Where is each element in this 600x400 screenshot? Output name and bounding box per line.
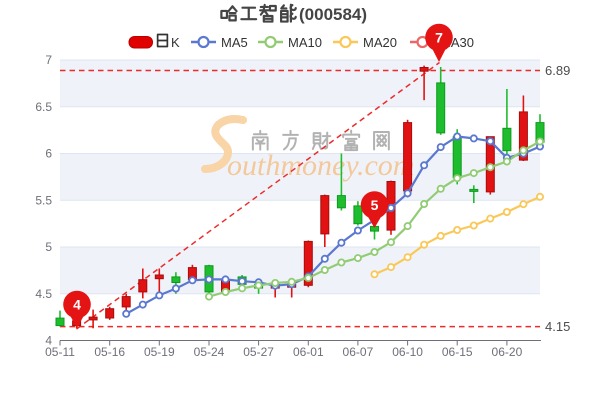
svg-text:06-10: 06-10 bbox=[392, 345, 423, 359]
svg-text:outhmoney.com: outhmoney.com bbox=[227, 149, 414, 182]
svg-text:05-27: 05-27 bbox=[243, 345, 274, 359]
svg-text:05-11: 05-11 bbox=[45, 345, 75, 359]
svg-text:4.15: 4.15 bbox=[545, 319, 570, 334]
svg-text:6.5: 6.5 bbox=[35, 100, 52, 114]
svg-text:5: 5 bbox=[45, 240, 52, 254]
svg-text:5.5: 5.5 bbox=[35, 193, 52, 207]
svg-text:MA10: MA10 bbox=[288, 35, 322, 50]
svg-text:6.89: 6.89 bbox=[545, 63, 570, 78]
svg-text:05-16: 05-16 bbox=[94, 345, 125, 359]
svg-text:MA5: MA5 bbox=[221, 35, 248, 50]
svg-text:(000584): (000584) bbox=[299, 5, 367, 24]
svg-text:7: 7 bbox=[45, 53, 52, 67]
svg-text:05-19: 05-19 bbox=[144, 345, 175, 359]
svg-text:6: 6 bbox=[45, 147, 52, 161]
svg-text:4.5: 4.5 bbox=[35, 287, 52, 301]
svg-text:06-15: 06-15 bbox=[442, 345, 473, 359]
svg-text:4: 4 bbox=[73, 297, 81, 313]
svg-text:MA20: MA20 bbox=[363, 35, 397, 50]
svg-text:4: 4 bbox=[45, 334, 52, 348]
svg-text:5: 5 bbox=[371, 197, 379, 213]
svg-text:06-01: 06-01 bbox=[293, 345, 324, 359]
svg-text:06-20: 06-20 bbox=[492, 345, 523, 359]
svg-text:7: 7 bbox=[435, 30, 443, 46]
svg-text:05-24: 05-24 bbox=[194, 345, 225, 359]
svg-text:K: K bbox=[171, 35, 180, 50]
svg-text:06-07: 06-07 bbox=[343, 345, 374, 359]
